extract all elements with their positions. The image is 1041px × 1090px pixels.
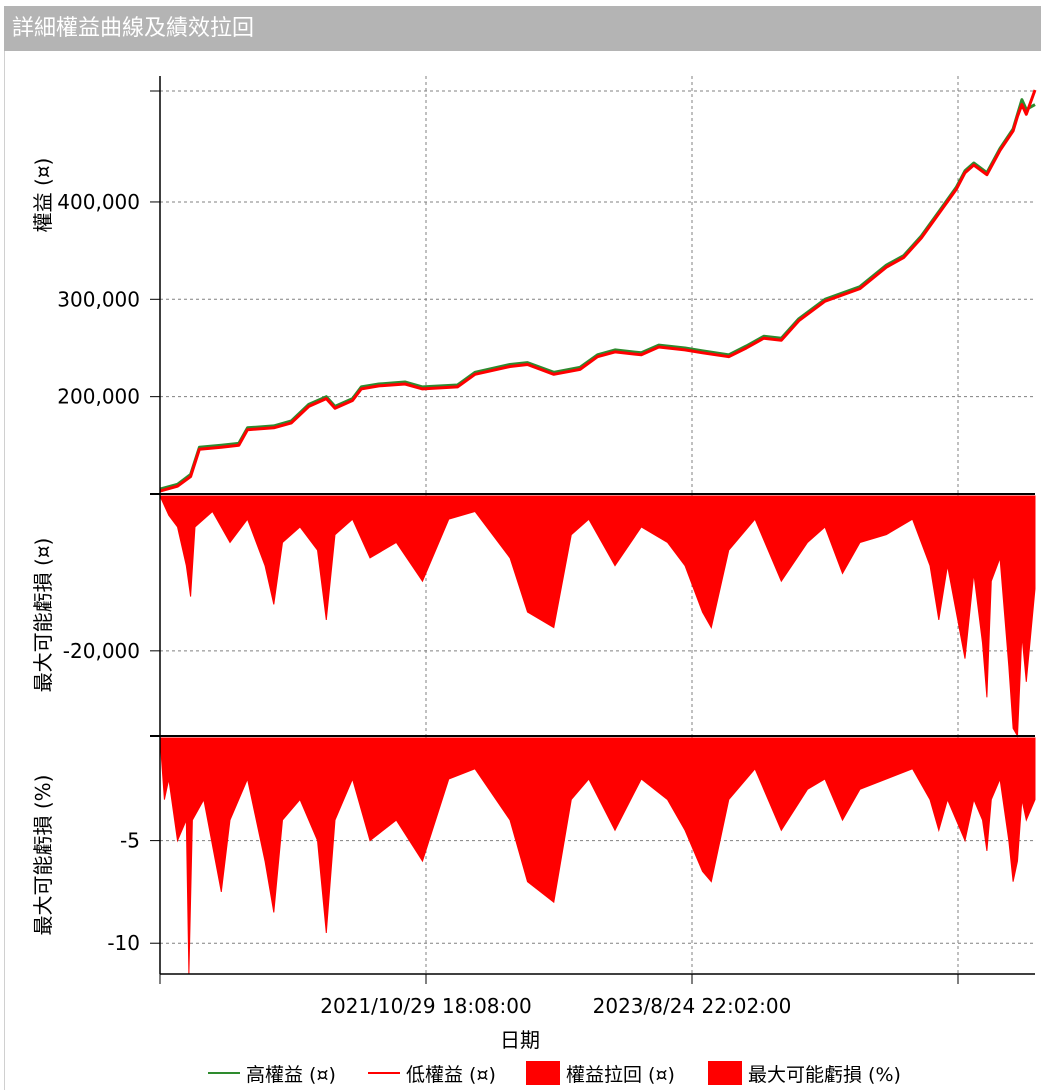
legend-item-low-equity: 低權益 (¤) (368, 1058, 496, 1088)
drawdown-area-percent (159, 737, 1036, 975)
y-axis-label: 權益 (¤) (31, 158, 55, 233)
legend-swatch-equity-pullback (526, 1061, 560, 1085)
legend-item-equity-pullback: 權益拉回 (¤) (526, 1058, 675, 1088)
y-tick-label: 300,000 (57, 287, 140, 311)
legend-label-equity-pullback: 權益拉回 (¤) (566, 1063, 675, 1086)
y-axis-label: 最大可能虧損 (%) (31, 775, 55, 936)
legend-swatch-max-loss-pct (708, 1061, 742, 1085)
drawdown-area-currency (159, 495, 1036, 738)
x-axis-label: 日期 (500, 1028, 540, 1052)
legend: 高權益 (¤) 低權益 (¤) 權益拉回 (¤) 最大可能虧損 (%) (0, 1058, 1041, 1088)
legend-label-max-loss-pct: 最大可能虧損 (%) (748, 1063, 901, 1086)
frame-border (4, 51, 5, 1090)
series-line-low-equity (159, 89, 1037, 493)
legend-item-max-loss-pct: 最大可能虧損 (%) (708, 1058, 901, 1088)
legend-label-high-equity: 高權益 (¤) (246, 1063, 336, 1086)
x-tick-label: 2021/10/29 18:08:00 (320, 994, 531, 1018)
y-axis-label: 最大可能虧損 (¤) (31, 538, 55, 693)
legend-swatch-low-equity (368, 1072, 400, 1074)
x-tick-label: 2023/8/24 22:02:00 (593, 994, 792, 1018)
y-tick-label: 400,000 (57, 190, 140, 214)
legend-swatch-high-equity (208, 1072, 240, 1074)
series-line-high-equity (159, 98, 1036, 491)
legend-item-high-equity: 高權益 (¤) (208, 1058, 336, 1088)
y-tick-label: 200,000 (57, 385, 140, 409)
window-title: 詳細權益曲線及績效拉回 (4, 6, 1041, 51)
y-tick-label: -10 (107, 931, 140, 955)
y-tick-label: -5 (120, 829, 140, 853)
legend-label-low-equity: 低權益 (¤) (406, 1063, 496, 1086)
y-tick-label: -20,000 (63, 639, 140, 663)
window-top-edge (0, 0, 1041, 6)
